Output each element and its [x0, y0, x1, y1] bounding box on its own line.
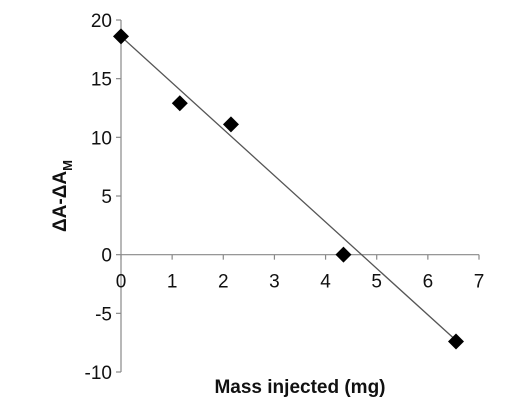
x-tick-label: 6	[423, 272, 434, 293]
x-tick-label: 3	[269, 272, 280, 293]
x-tick-label: 1	[167, 272, 178, 293]
y-ticks-group: 20 15 10 5 0 -5 -10	[85, 11, 121, 384]
axes-group	[120, 20, 479, 372]
x-tick-label: 4	[320, 272, 331, 293]
data-point-diamond	[171, 95, 188, 112]
points-group	[113, 28, 464, 350]
y-axis-title-main: ΔA-ΔA	[50, 171, 71, 232]
y-tick-label: -5	[95, 304, 112, 325]
x-tick-label: 7	[474, 272, 485, 293]
y-axis-title-subscript: M	[60, 160, 75, 171]
data-point-diamond	[447, 333, 464, 350]
x-ticks-group: 0 1 2 3 4 5 6 7	[116, 254, 485, 293]
x-tick-label: 5	[371, 272, 382, 293]
data-point-diamond	[222, 116, 239, 133]
x-axis-title: Mass injected (mg)	[214, 377, 385, 398]
data-point-diamond	[335, 246, 352, 263]
data-point-diamond	[113, 28, 129, 45]
y-tick-label: 10	[91, 128, 112, 149]
y-axis-title: ΔA-ΔAM	[50, 160, 75, 232]
trendline	[120, 35, 459, 344]
x-tick-label: 0	[116, 272, 127, 293]
trendline-group	[120, 35, 459, 344]
y-tick-label: 0	[101, 246, 112, 267]
y-tick-label: 5	[101, 187, 112, 208]
x-tick-label: 2	[218, 272, 229, 293]
y-tick-label: -10	[85, 363, 112, 384]
y-tick-label: 15	[91, 70, 112, 91]
y-tick-label: 20	[91, 11, 112, 32]
